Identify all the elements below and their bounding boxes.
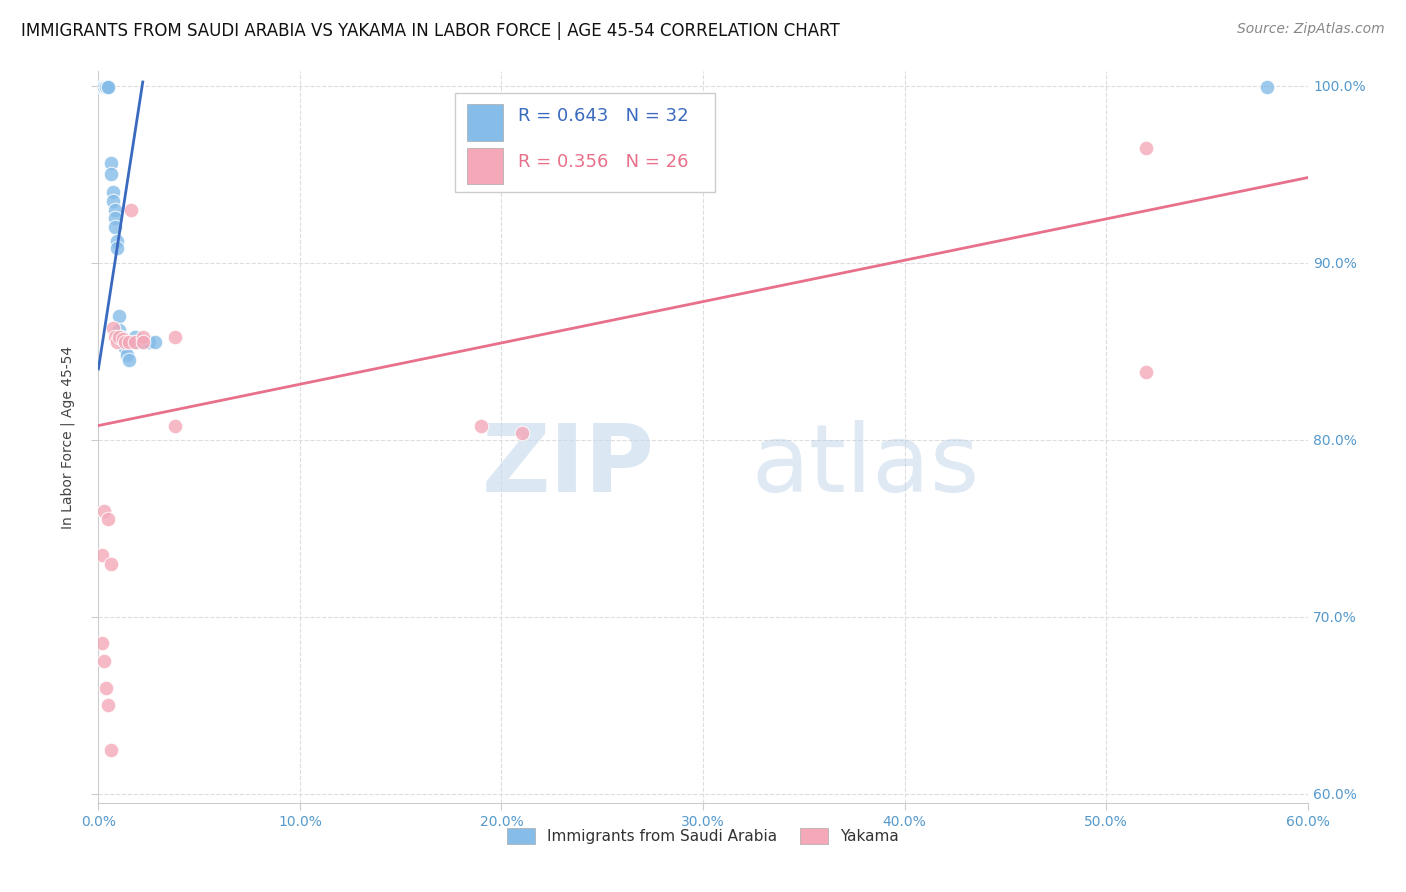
- Point: [510, 425, 533, 440]
- Point: [97, 80, 120, 95]
- Point: [97, 698, 120, 713]
- Point: [110, 330, 132, 344]
- Point: [118, 353, 141, 368]
- Point: [124, 335, 146, 350]
- Point: [1135, 140, 1157, 154]
- Point: [93, 80, 115, 95]
- Point: [114, 335, 136, 350]
- Point: [132, 330, 155, 344]
- Bar: [467, 104, 503, 141]
- Point: [115, 348, 138, 362]
- Point: [97, 512, 120, 526]
- Point: [118, 335, 141, 350]
- Point: [125, 335, 148, 350]
- Point: [93, 503, 115, 517]
- Point: [96, 681, 118, 695]
- Point: [1135, 366, 1157, 380]
- Point: [101, 321, 124, 335]
- Point: [93, 654, 115, 668]
- Point: [101, 194, 124, 208]
- Point: [111, 335, 134, 350]
- Point: [103, 220, 125, 235]
- Point: [105, 235, 128, 249]
- Text: R = 0.643   N = 32: R = 0.643 N = 32: [517, 107, 689, 125]
- Point: [107, 323, 129, 337]
- Point: [93, 80, 115, 95]
- Point: [100, 156, 122, 170]
- Text: atlas: atlas: [751, 420, 980, 512]
- Point: [103, 211, 125, 226]
- Point: [101, 185, 124, 199]
- Point: [132, 335, 155, 350]
- Point: [91, 636, 114, 650]
- Point: [138, 335, 160, 350]
- Point: [143, 335, 166, 350]
- Point: [103, 330, 125, 344]
- Point: [111, 332, 134, 346]
- Point: [105, 242, 128, 256]
- Point: [96, 80, 118, 95]
- Text: R = 0.356   N = 26: R = 0.356 N = 26: [517, 153, 689, 171]
- Y-axis label: In Labor Force | Age 45-54: In Labor Force | Age 45-54: [60, 345, 75, 529]
- Text: IMMIGRANTS FROM SAUDI ARABIA VS YAKAMA IN LABOR FORCE | AGE 45-54 CORRELATION CH: IMMIGRANTS FROM SAUDI ARABIA VS YAKAMA I…: [21, 22, 839, 40]
- Point: [163, 418, 186, 433]
- Text: Source: ZipAtlas.com: Source: ZipAtlas.com: [1237, 22, 1385, 37]
- Point: [100, 167, 122, 181]
- Point: [1256, 80, 1278, 95]
- Point: [124, 330, 146, 344]
- Point: [120, 202, 142, 217]
- Point: [103, 202, 125, 217]
- Point: [91, 548, 114, 562]
- Point: [91, 80, 114, 95]
- Point: [105, 335, 128, 350]
- Point: [100, 742, 122, 756]
- Point: [96, 80, 118, 95]
- Point: [91, 80, 114, 95]
- Legend: Immigrants from Saudi Arabia, Yakama: Immigrants from Saudi Arabia, Yakama: [502, 822, 904, 850]
- Point: [107, 330, 129, 344]
- Point: [114, 341, 136, 355]
- Point: [132, 335, 155, 350]
- Bar: [467, 147, 503, 184]
- Point: [107, 309, 129, 323]
- Text: ZIP: ZIP: [482, 420, 655, 512]
- Point: [100, 557, 122, 571]
- Point: [163, 330, 186, 344]
- Bar: [456, 94, 716, 192]
- Point: [96, 80, 118, 95]
- Point: [96, 80, 118, 95]
- Point: [470, 418, 492, 433]
- Point: [97, 80, 120, 95]
